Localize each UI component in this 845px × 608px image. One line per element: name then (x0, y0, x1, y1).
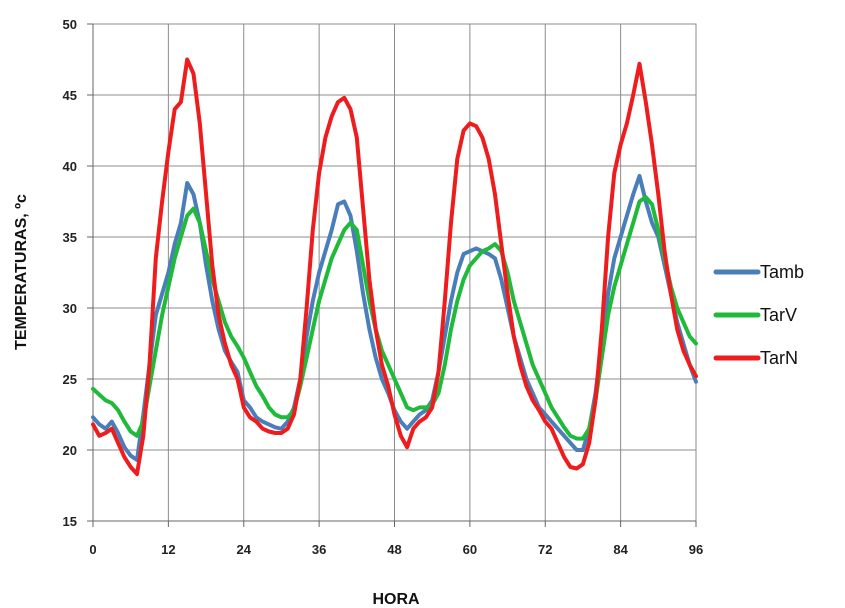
series-line-tarn (91, 57, 698, 477)
y-axis-title: TEMPERATURAS, ºc (13, 194, 30, 350)
legend-label-tarv: TarV (760, 305, 797, 325)
axes (87, 23, 697, 527)
x-tick-label: 72 (538, 542, 552, 557)
y-tick-label: 50 (63, 17, 77, 32)
x-tick-label: 48 (387, 542, 401, 557)
y-tick-label: 40 (63, 159, 77, 174)
x-tick-label: 96 (689, 542, 703, 557)
x-tick-label: 36 (312, 542, 326, 557)
x-tick-label: 0 (89, 542, 96, 557)
y-tick-label: 35 (63, 230, 77, 245)
y-tick-label: 30 (63, 301, 77, 316)
legend-label-tarn: TarN (760, 348, 798, 368)
series-lines (91, 57, 698, 477)
x-tick-label: 84 (613, 542, 628, 557)
y-tick-label: 45 (63, 88, 77, 103)
x-tick-label: 60 (463, 542, 477, 557)
x-tick-label: 12 (161, 542, 175, 557)
legend-label-tamb: Tamb (760, 262, 804, 282)
y-tick-label: 25 (63, 372, 77, 387)
y-tick-label: 15 (63, 514, 77, 529)
tick-labels: 0 12 24 36 48 60 72 84 96 15 20 25 30 35 40 45 50 (63, 17, 704, 557)
legend: Tamb TarV TarN (713, 262, 804, 368)
x-tick-label: 24 (237, 542, 252, 557)
y-tick-label: 20 (63, 443, 77, 458)
x-axis-title: HORA (372, 591, 420, 608)
